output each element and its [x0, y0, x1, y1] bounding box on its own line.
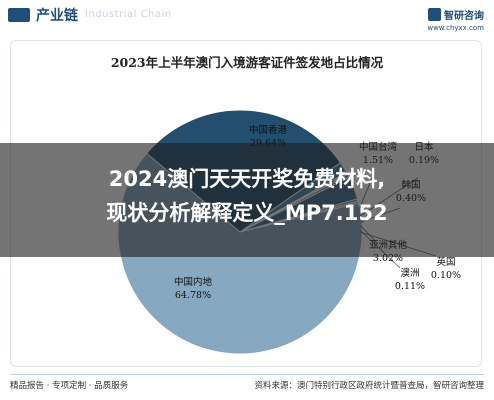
label-hongkong-name: 中国香港 — [249, 124, 288, 136]
headline-line-2: 现状分析解释定义_MP7.152 — [106, 201, 388, 225]
section-ghost-text: Industrial Chain — [85, 9, 172, 20]
brand-logo-icon — [428, 8, 441, 21]
label-asia-other-value: 3.02% — [373, 253, 403, 264]
label-australia-value: 0.11% — [395, 281, 425, 292]
brand-url: www.chyxx.com — [427, 24, 484, 32]
label-uk-value: 0.10% — [431, 270, 461, 281]
headline-overlay — [0, 143, 494, 257]
chart-title: 2023年上半年澳门入境游客证件签发地占比情况 — [110, 55, 384, 70]
label-mainland-value: 64.78% — [175, 290, 211, 301]
section-marker-icon — [8, 8, 30, 22]
top-bar: 产业链 Industrial Chain 智研咨询 www.chyxx.com — [0, 0, 494, 32]
label-australia-name: 澳洲 — [400, 267, 419, 279]
footer-source: 资料来源：澳门特别行政区政府统计暨普查局，智研咨询整理 — [254, 381, 484, 391]
label-mainland-name: 中国内地 — [174, 276, 213, 288]
footer: 精品报告 · 专项定制 · 品质服务 资料来源：澳门特别行政区政府统计暨普查局，… — [0, 372, 494, 400]
brand: 智研咨询 www.chyxx.com — [427, 4, 484, 32]
footer-tagline: 精品报告 · 专项定制 · 品质服务 — [10, 381, 129, 391]
brand-name: 智研咨询 — [444, 11, 484, 22]
headline-line-1: 2024澳门天天开奖免费材料, — [108, 167, 386, 191]
label-uk-name: 英国 — [436, 256, 455, 268]
section-title: 产业链 — [36, 8, 78, 24]
footer-divider — [10, 374, 484, 375]
headline: 2024澳门天天开奖免费材料, 现状分析解释定义_MP7.152 — [0, 162, 494, 230]
